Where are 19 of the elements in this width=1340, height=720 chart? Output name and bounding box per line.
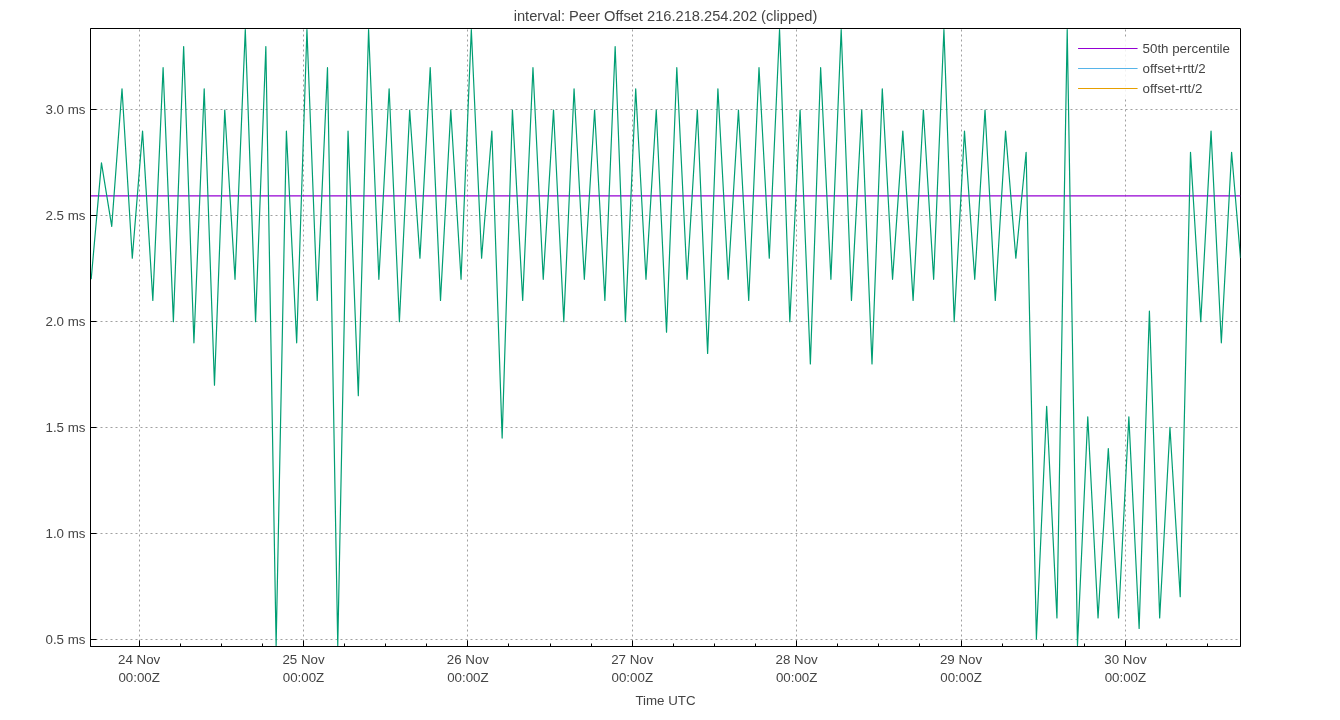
x-tick-label: 28 Nov 00:00Z	[775, 651, 819, 685]
legend-label: offset+rtt/2	[1142, 60, 1206, 76]
y-tick-label: 0.5 ms	[45, 631, 86, 647]
x-tick-label: 29 Nov 00:00Z	[939, 651, 983, 685]
x-tick-label: 24 Nov 00:00Z	[118, 651, 161, 685]
y-tick-label: 1.5 ms	[45, 419, 86, 435]
legend-label: 50th percentile	[1142, 40, 1230, 56]
x-tick-label: 27 Nov 00:00Z	[611, 651, 654, 685]
y-tick-label: 3.0 ms	[45, 102, 86, 118]
chart-title: interval: Peer Offset 216.218.254.202 (clipped)	[513, 7, 818, 24]
x-tick-label: 30 Nov 00:00Z	[1104, 651, 1147, 685]
legend-label: offset-rtt/2	[1142, 80, 1203, 96]
y-tick-label: 1.0 ms	[45, 525, 86, 541]
y-tick-label: 2.0 ms	[45, 314, 86, 330]
y-tick-label: 2.5 ms	[45, 208, 86, 224]
line-series	[90, 28, 1241, 647]
x-tick-label: 26 Nov 00:00Z	[446, 651, 490, 685]
x-axis-title: Time UTC	[635, 692, 696, 708]
x-tick-label: 25 Nov 00:00Z	[282, 651, 325, 685]
